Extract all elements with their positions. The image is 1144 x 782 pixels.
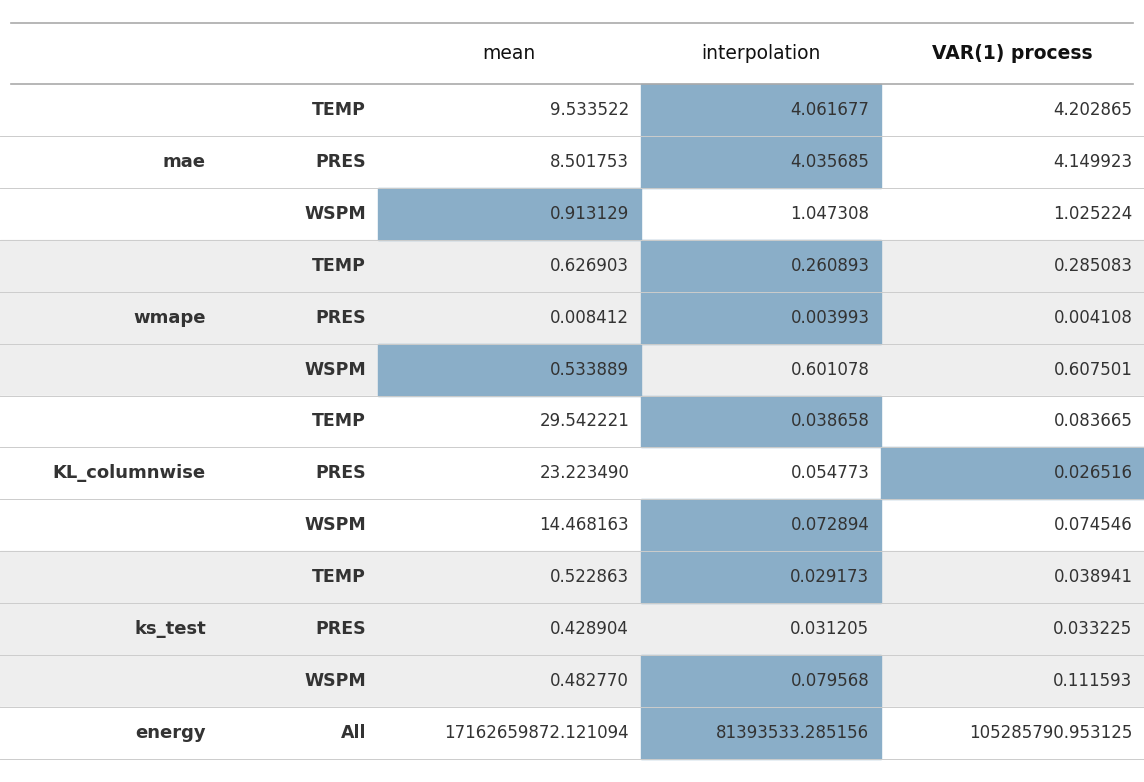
Text: PRES: PRES (316, 620, 366, 638)
Text: 0.522863: 0.522863 (550, 568, 629, 586)
Text: 29.542221: 29.542221 (539, 412, 629, 431)
Text: interpolation: interpolation (701, 45, 820, 63)
Bar (641, 655, 881, 707)
Bar (641, 136, 881, 188)
Text: PRES: PRES (316, 309, 366, 327)
Text: 0.074546: 0.074546 (1054, 516, 1133, 534)
Bar (641, 396, 881, 447)
Text: 0.913129: 0.913129 (550, 205, 629, 223)
Bar (0, 551, 1144, 603)
Text: KL_columnwise: KL_columnwise (53, 465, 206, 482)
Bar (881, 447, 1144, 499)
Bar (0, 188, 1144, 240)
Text: 0.285083: 0.285083 (1054, 257, 1133, 275)
Bar (0, 344, 1144, 396)
Bar (0, 84, 1144, 136)
Text: 0.111593: 0.111593 (1054, 672, 1133, 690)
Text: 1.047308: 1.047308 (791, 205, 869, 223)
Text: 0.003993: 0.003993 (791, 309, 869, 327)
Text: 8.501753: 8.501753 (550, 153, 629, 171)
Text: 23.223490: 23.223490 (539, 465, 629, 482)
Text: 4.202865: 4.202865 (1054, 102, 1133, 120)
Text: ks_test: ks_test (134, 620, 206, 638)
Text: WSPM: WSPM (304, 361, 366, 378)
Text: PRES: PRES (316, 153, 366, 171)
Text: 4.149923: 4.149923 (1054, 153, 1133, 171)
Text: VAR(1) process: VAR(1) process (932, 45, 1093, 63)
Text: 0.026516: 0.026516 (1054, 465, 1133, 482)
Text: 0.031205: 0.031205 (791, 620, 869, 638)
Bar (0, 240, 1144, 292)
Text: 0.607501: 0.607501 (1054, 361, 1133, 378)
Text: 0.079568: 0.079568 (791, 672, 869, 690)
Bar (641, 240, 881, 292)
Text: WSPM: WSPM (304, 205, 366, 223)
Text: 0.428904: 0.428904 (550, 620, 629, 638)
Text: 9.533522: 9.533522 (550, 102, 629, 120)
Bar (0, 136, 1144, 188)
Text: 81393533.285156: 81393533.285156 (716, 723, 869, 741)
Bar (641, 551, 881, 603)
Text: 1.025224: 1.025224 (1054, 205, 1133, 223)
Text: wmape: wmape (134, 309, 206, 327)
Bar (378, 344, 641, 396)
Text: 0.008412: 0.008412 (550, 309, 629, 327)
Text: energy: energy (135, 723, 206, 741)
Bar (641, 84, 881, 136)
Text: 0.054773: 0.054773 (791, 465, 869, 482)
Text: 0.260893: 0.260893 (791, 257, 869, 275)
Bar (0, 707, 1144, 759)
Bar (641, 499, 881, 551)
Text: 0.004108: 0.004108 (1054, 309, 1133, 327)
Text: 0.033225: 0.033225 (1054, 620, 1133, 638)
Bar (378, 188, 641, 240)
Text: PRES: PRES (316, 465, 366, 482)
Text: 4.061677: 4.061677 (791, 102, 869, 120)
Text: TEMP: TEMP (312, 102, 366, 120)
Bar (0, 447, 1144, 499)
Bar (641, 292, 881, 344)
Text: 0.072894: 0.072894 (791, 516, 869, 534)
Bar (0, 499, 1144, 551)
Text: mean: mean (483, 45, 535, 63)
Bar (0, 603, 1144, 655)
Text: 105285790.953125: 105285790.953125 (969, 723, 1133, 741)
Text: 0.601078: 0.601078 (791, 361, 869, 378)
Bar (0, 396, 1144, 447)
Bar (0, 655, 1144, 707)
Text: 0.038658: 0.038658 (791, 412, 869, 431)
Text: 4.035685: 4.035685 (791, 153, 869, 171)
Text: 0.038941: 0.038941 (1054, 568, 1133, 586)
Text: 14.468163: 14.468163 (540, 516, 629, 534)
Text: 0.029173: 0.029173 (791, 568, 869, 586)
Text: mae: mae (162, 153, 206, 171)
Text: All: All (341, 723, 366, 741)
Text: WSPM: WSPM (304, 516, 366, 534)
Text: TEMP: TEMP (312, 568, 366, 586)
Text: TEMP: TEMP (312, 412, 366, 431)
Text: 0.626903: 0.626903 (550, 257, 629, 275)
Bar (0, 292, 1144, 344)
Text: 0.533889: 0.533889 (550, 361, 629, 378)
Text: WSPM: WSPM (304, 672, 366, 690)
Bar (641, 707, 881, 759)
Text: 0.083665: 0.083665 (1054, 412, 1133, 431)
Text: 0.482770: 0.482770 (550, 672, 629, 690)
Text: TEMP: TEMP (312, 257, 366, 275)
Text: 17162659872.121094: 17162659872.121094 (445, 723, 629, 741)
